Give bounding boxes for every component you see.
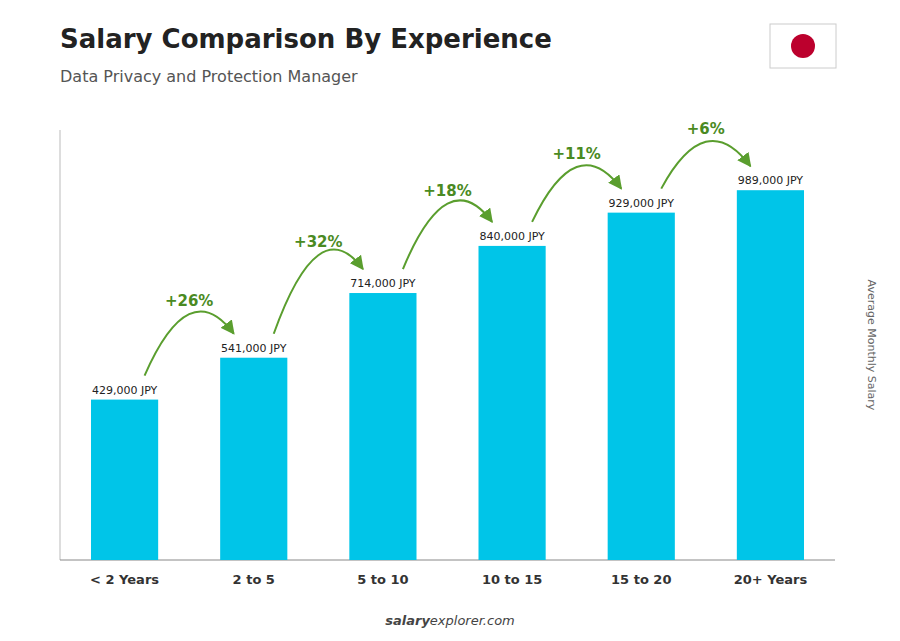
bar xyxy=(91,400,158,560)
title: Salary Comparison By Experience xyxy=(60,24,552,54)
flag xyxy=(770,24,836,68)
change-arrow xyxy=(661,141,750,189)
bar xyxy=(608,213,675,560)
annotation: +6% xyxy=(687,120,725,138)
annotation: +32% xyxy=(294,233,342,251)
x-tick-label: 10 to 15 xyxy=(482,572,542,587)
x-tick-label: < 2 Years xyxy=(90,572,159,587)
y-axis-label: Average Monthly Salary xyxy=(865,280,878,411)
data-label: 989,000 JPY xyxy=(738,174,804,187)
flag-circle xyxy=(791,34,815,58)
flag-background xyxy=(770,24,836,68)
data-label: 840,000 JPY xyxy=(479,230,545,243)
change-arrow xyxy=(274,250,363,334)
x-tick-label: 20+ Years xyxy=(734,572,808,587)
y-axis-line xyxy=(60,130,61,560)
data-label: 714,000 JPY xyxy=(350,277,416,290)
chart: Salary Comparison By Experience Data Priv… xyxy=(0,0,900,641)
bar xyxy=(737,190,804,560)
data-label: 541,000 JPY xyxy=(221,342,287,355)
bar xyxy=(349,293,416,560)
change-arrow xyxy=(145,311,234,375)
bar xyxy=(220,358,287,560)
annotation: +11% xyxy=(552,145,600,163)
bars xyxy=(91,190,804,560)
data-label: 929,000 JPY xyxy=(609,197,675,210)
change-arrow xyxy=(532,165,621,222)
x-axis-line xyxy=(60,560,835,561)
subtitle: Data Privacy and Protection Manager xyxy=(60,67,358,86)
change-arrow xyxy=(403,200,492,269)
source: salaryexplorer.com xyxy=(385,613,515,628)
source-regular: explorer.com xyxy=(430,613,515,628)
bar xyxy=(479,246,546,560)
annotation: +26% xyxy=(165,292,213,310)
data-label: 429,000 JPY xyxy=(92,384,158,397)
source-bold: salary xyxy=(385,613,430,628)
x-tick-label: 2 to 5 xyxy=(233,572,275,587)
x-tick-label: 15 to 20 xyxy=(611,572,671,587)
annotation: +18% xyxy=(423,182,471,200)
x-tick-label: 5 to 10 xyxy=(357,572,408,587)
